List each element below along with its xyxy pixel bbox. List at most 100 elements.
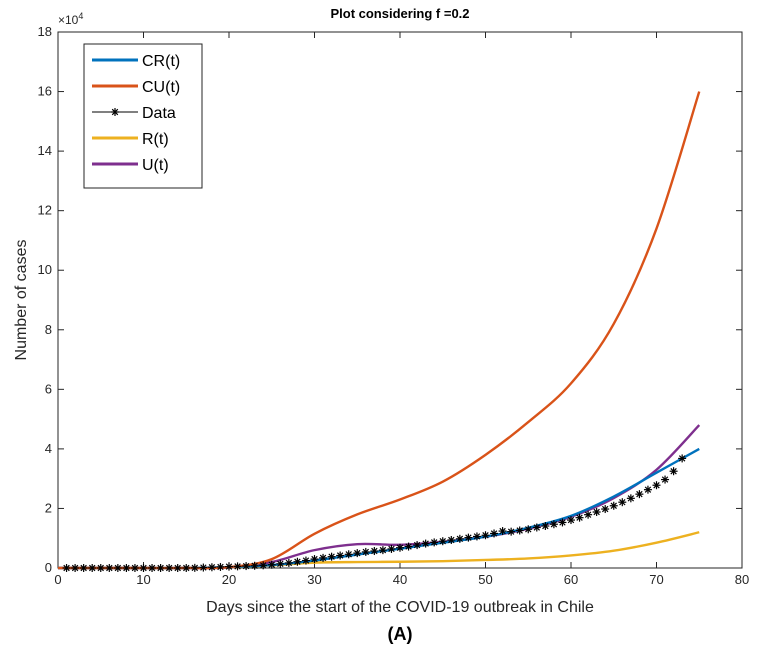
data-point <box>310 555 319 564</box>
data-point <box>609 501 618 510</box>
data-point <box>524 525 533 534</box>
data-point <box>267 560 276 569</box>
x-tick-label: 30 <box>307 572 321 587</box>
data-point <box>421 539 430 548</box>
legend-label: CU(t) <box>142 79 180 96</box>
data-point <box>336 551 345 560</box>
x-tick-label: 70 <box>649 572 663 587</box>
y-tick-label: 6 <box>45 381 52 396</box>
data-point <box>250 561 259 570</box>
y-tick-label: 10 <box>38 262 52 277</box>
legend-item-ut: U(t) <box>92 157 169 174</box>
data-point <box>276 559 285 568</box>
x-tick-label: 0 <box>54 572 61 587</box>
data-point <box>532 523 541 532</box>
data-point <box>242 562 251 571</box>
data-point <box>353 549 362 558</box>
x-tick-label: 60 <box>564 572 578 587</box>
data-point <box>575 513 584 522</box>
series-data <box>62 454 687 572</box>
data-point <box>216 562 225 571</box>
x-axis-title: Days since the start of the COVID-19 out… <box>206 599 594 616</box>
data-point <box>148 564 157 572</box>
x-tick-label: 20 <box>222 572 236 587</box>
data-point <box>481 531 490 540</box>
data-point <box>678 454 687 463</box>
data-point <box>344 550 353 559</box>
data-point <box>293 557 302 566</box>
series-layer <box>58 91 701 572</box>
plot-title: Plot considering f =0.2 <box>330 6 469 21</box>
legend-label: CR(t) <box>142 53 180 70</box>
data-point <box>319 553 328 562</box>
data-point <box>79 564 88 572</box>
y-tick-label: 0 <box>45 560 52 575</box>
data-point <box>370 547 379 556</box>
data-point <box>139 564 148 572</box>
x-tick-label: 40 <box>393 572 407 587</box>
data-point <box>165 564 174 572</box>
data-point <box>301 556 310 565</box>
data-point <box>549 520 558 529</box>
data-point <box>207 563 216 572</box>
data-point <box>669 467 678 476</box>
legend-label: Data <box>142 105 176 122</box>
axis-ticks: 0 10 20 30 40 50 60 70 80 0 2 4 6 8 10 12 14 16 18 <box>38 24 750 587</box>
data-point <box>567 516 575 525</box>
data-point <box>541 522 550 531</box>
data-point <box>173 564 182 572</box>
data-point <box>618 498 627 507</box>
data-point <box>507 527 516 536</box>
data-point <box>113 564 122 572</box>
data-point <box>413 541 422 550</box>
y-tick-label: 4 <box>45 441 52 456</box>
y-axis-title: Number of cases <box>13 240 30 361</box>
data-point <box>430 538 439 547</box>
data-point <box>71 564 80 572</box>
data-point <box>259 561 268 570</box>
data-point <box>387 544 396 553</box>
data-point <box>515 526 524 535</box>
y-tick-label: 8 <box>45 322 52 337</box>
x-tick-label: 80 <box>735 572 749 587</box>
y-exponent-label: ×104 <box>58 11 83 27</box>
data-point <box>327 552 336 561</box>
data-point <box>558 518 567 527</box>
data-point <box>661 475 670 484</box>
data-point <box>96 564 105 572</box>
data-point <box>447 536 456 545</box>
data-point <box>404 542 413 551</box>
data-point <box>455 534 464 543</box>
data-point <box>626 494 635 503</box>
data-point <box>498 527 507 536</box>
data-point <box>156 564 165 572</box>
x-tick-label: 10 <box>136 572 150 587</box>
legend-label: R(t) <box>142 131 169 148</box>
legend-item-crt: CR(t) <box>92 53 180 70</box>
data-point <box>592 508 601 517</box>
legend-marker <box>111 108 119 116</box>
data-point <box>643 485 652 494</box>
legend-item-data: Data <box>92 105 176 122</box>
figure-caption: (A) <box>388 624 413 644</box>
data-point <box>190 563 199 572</box>
data-point <box>182 564 191 572</box>
data-point <box>396 543 404 552</box>
y-tick-label: 14 <box>38 143 52 158</box>
data-point <box>584 510 593 519</box>
data-point <box>284 558 293 567</box>
data-point <box>62 564 71 572</box>
data-point <box>199 563 208 572</box>
data-point <box>490 529 499 538</box>
y-tick-label: 12 <box>38 203 52 218</box>
y-tick-label: 2 <box>45 500 52 515</box>
data-point <box>225 562 233 571</box>
legend-label: U(t) <box>142 157 169 174</box>
data-point <box>361 547 370 556</box>
data-point <box>122 564 131 572</box>
data-point <box>105 564 114 572</box>
data-point <box>652 481 661 490</box>
data-point <box>88 564 97 572</box>
data-point <box>438 537 447 546</box>
